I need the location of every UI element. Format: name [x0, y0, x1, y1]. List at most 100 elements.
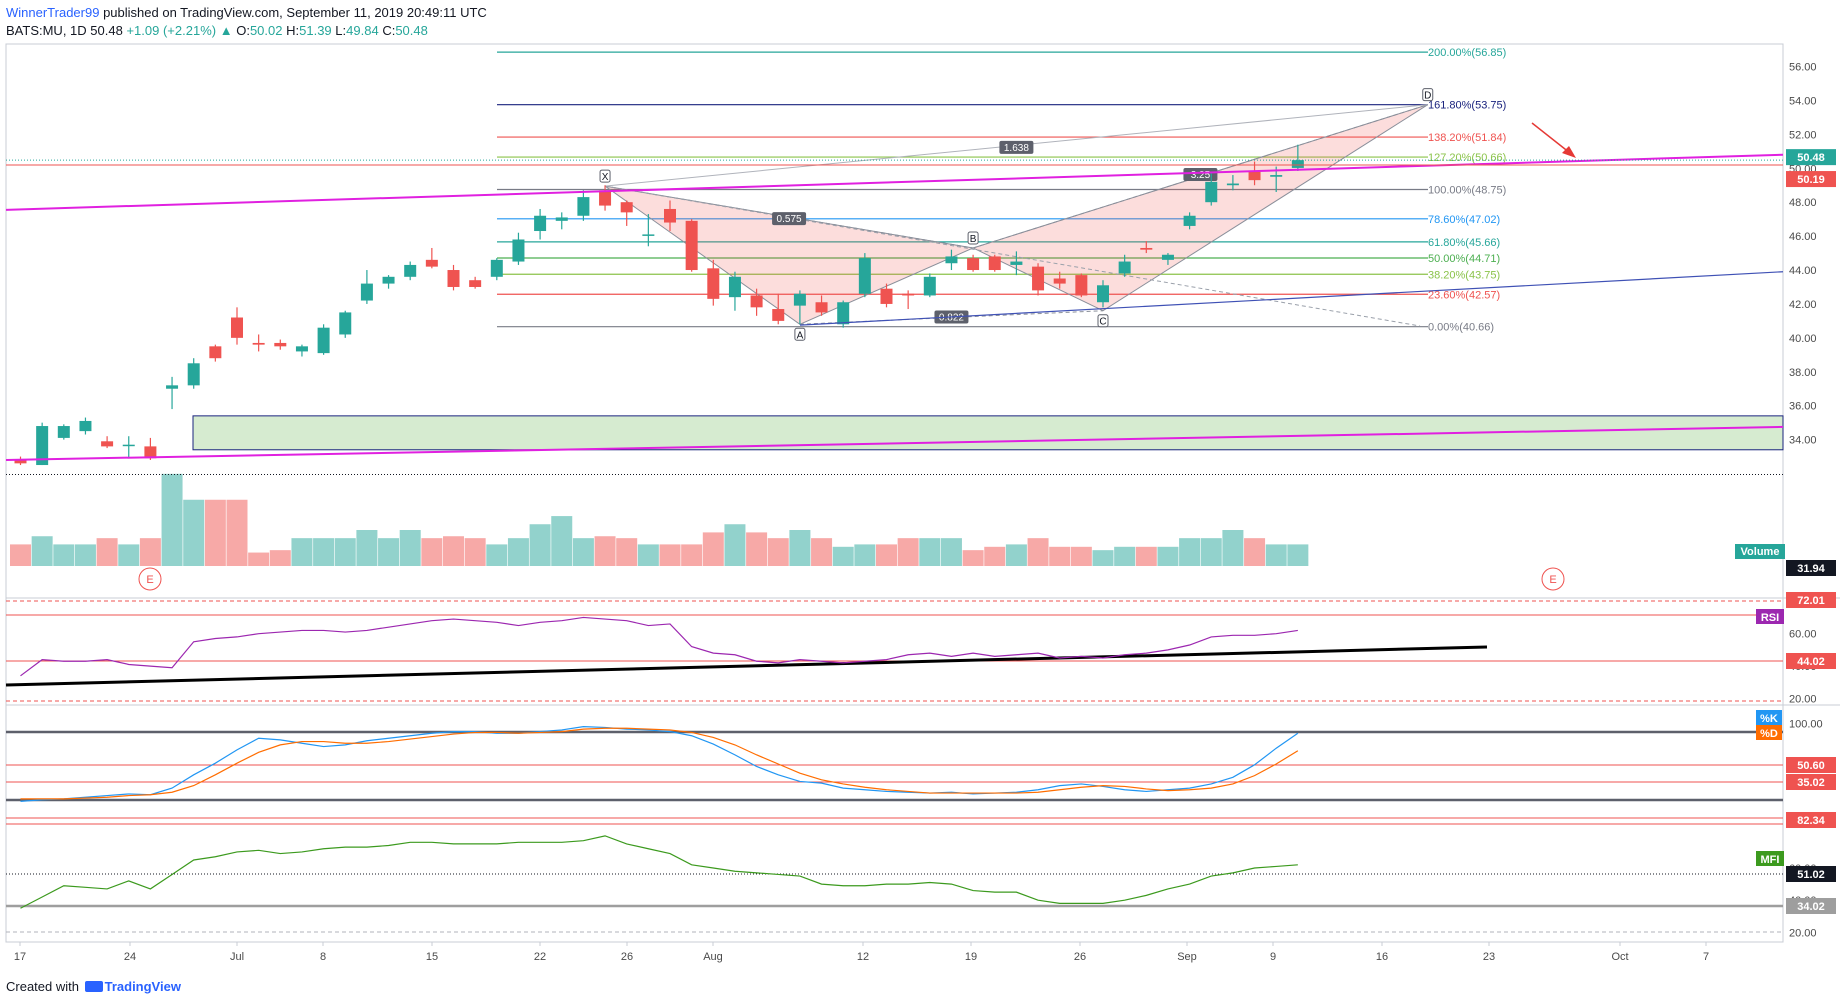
pattern-point-label: C [1099, 317, 1106, 328]
volume-bar [1244, 538, 1266, 566]
candle-body [1205, 181, 1218, 203]
candle-body [1140, 247, 1153, 250]
volume-bar [1135, 546, 1157, 566]
mfi-pane-label-box [1756, 851, 1784, 866]
candle-body [490, 259, 503, 277]
candle-body [664, 208, 676, 223]
mfi-51-tag-box [1786, 866, 1836, 882]
volume-bar [291, 538, 313, 566]
volume-bar [1265, 544, 1287, 566]
tradingview-logo-icon [84, 981, 103, 992]
pattern-xab-triangle [604, 185, 975, 325]
fib-level-label: 127.20%(50.66) [1428, 152, 1506, 164]
close-label: C: [382, 23, 396, 38]
fib-level-label: 0.00%(40.66) [1428, 322, 1494, 334]
blue-trendline [799, 271, 1784, 326]
magenta-trendline-upper [5, 153, 1784, 211]
rsi-axis-tick: 60.00 [1789, 629, 1817, 641]
red-line-tag: 50.19 [1797, 174, 1825, 186]
candle-body [512, 239, 525, 262]
time-axis-tick: Oct [1611, 951, 1628, 963]
earnings-marker-1-label: E [146, 574, 153, 586]
last-price-tag-box [1786, 149, 1836, 166]
candle-body [642, 234, 655, 236]
pattern-point-label: D [1424, 91, 1431, 102]
volume-bar [1027, 538, 1049, 566]
author-link[interactable]: WinnerTrader99 [6, 5, 100, 20]
price-axis-tick: 52.00 [1789, 129, 1817, 141]
mfi-upper-tag: 82.34 [1797, 815, 1825, 827]
time-axis-tick: 22 [534, 951, 546, 963]
volume-bar [53, 544, 75, 566]
volume-bar [724, 524, 746, 566]
harmonic-pattern: X A B C D 0.575 0.822 1.638 3.25 [599, 88, 1434, 341]
volume-bar [746, 532, 768, 566]
red-line-tag-box [1786, 171, 1836, 188]
volume-bar [1179, 538, 1201, 566]
rsi-upper-tag: 72.01 [1797, 595, 1825, 607]
down-arrow-icon [1531, 122, 1571, 154]
stoch-50-tag: 50.60 [1797, 760, 1825, 772]
candle-body [1248, 171, 1261, 181]
volume-bar [962, 550, 984, 566]
volume-bar [378, 538, 400, 566]
down-arrow-head-icon [1562, 146, 1576, 158]
ratio-label: 3.25 [1191, 170, 1211, 181]
pattern-point-box [1097, 314, 1109, 328]
mfi-pane [6, 823, 1783, 933]
volume-bar [1092, 550, 1114, 566]
volume-base-tag: 31.94 [1797, 563, 1825, 575]
candle-body [620, 202, 633, 213]
candle-body [447, 270, 460, 287]
time-axis-tick: 26 [1074, 951, 1086, 963]
price-axis-tick: 40.00 [1789, 333, 1817, 345]
candle-body [122, 444, 135, 447]
volume-bar [616, 538, 638, 566]
candle-body [469, 280, 482, 287]
price-axis-tick: 48.00 [1789, 197, 1817, 209]
time-axis-tick: 9 [1270, 951, 1276, 963]
tradingview-link[interactable]: TradingView [104, 979, 181, 994]
publish-line: WinnerTrader99 published on TradingView.… [6, 4, 487, 22]
candle-body [1226, 183, 1239, 186]
stoch-k-label-box [1756, 710, 1782, 725]
candle-body [707, 268, 720, 299]
time-axis-tick: 7 [1703, 951, 1709, 963]
volume-bar [572, 538, 594, 566]
volume-bar [919, 538, 941, 566]
footer: Created with TradingView [6, 977, 181, 997]
mfi-pane-label: MFI [1761, 854, 1780, 866]
volume-bar [118, 544, 140, 566]
mfi-axis-tick: 20.00 [1789, 927, 1817, 939]
volume-bar [811, 538, 833, 566]
candle-body [1053, 278, 1066, 284]
candle-body [1097, 285, 1109, 303]
pattern-point-box [794, 327, 806, 341]
pattern-point-label: B [970, 234, 977, 245]
volume-bar [313, 538, 335, 566]
volume-bar [681, 544, 703, 566]
stoch-35-tag: 35.02 [1797, 777, 1825, 789]
volume-bar [31, 536, 53, 566]
rsi-lower-tag: 44.02 [1797, 656, 1825, 668]
time-axis-tick: Aug [703, 951, 723, 963]
stoch-35-tag-box [1786, 774, 1836, 790]
candle-body [534, 215, 547, 232]
candles [14, 144, 1304, 466]
candle-body [404, 264, 417, 277]
earnings-marker-2 [1541, 567, 1565, 591]
volume-bar [832, 546, 854, 566]
volume-bar [551, 516, 573, 566]
high-value: 51.39 [299, 23, 332, 38]
time-axis-tick: 17 [14, 951, 26, 963]
volume-bar [876, 544, 897, 566]
candle-body [902, 293, 915, 296]
stoch-k-line [20, 726, 1299, 802]
candle-body [577, 197, 590, 216]
axes: 56.0054.0052.0050.0048.0046.0044.0042.00… [14, 62, 1823, 963]
change-value: +1.09 (+2.21%) [126, 23, 217, 38]
candle-body [837, 302, 850, 325]
symbol-label[interactable]: BATS:MU, 1D [6, 23, 87, 38]
ratio-box [1183, 168, 1218, 182]
